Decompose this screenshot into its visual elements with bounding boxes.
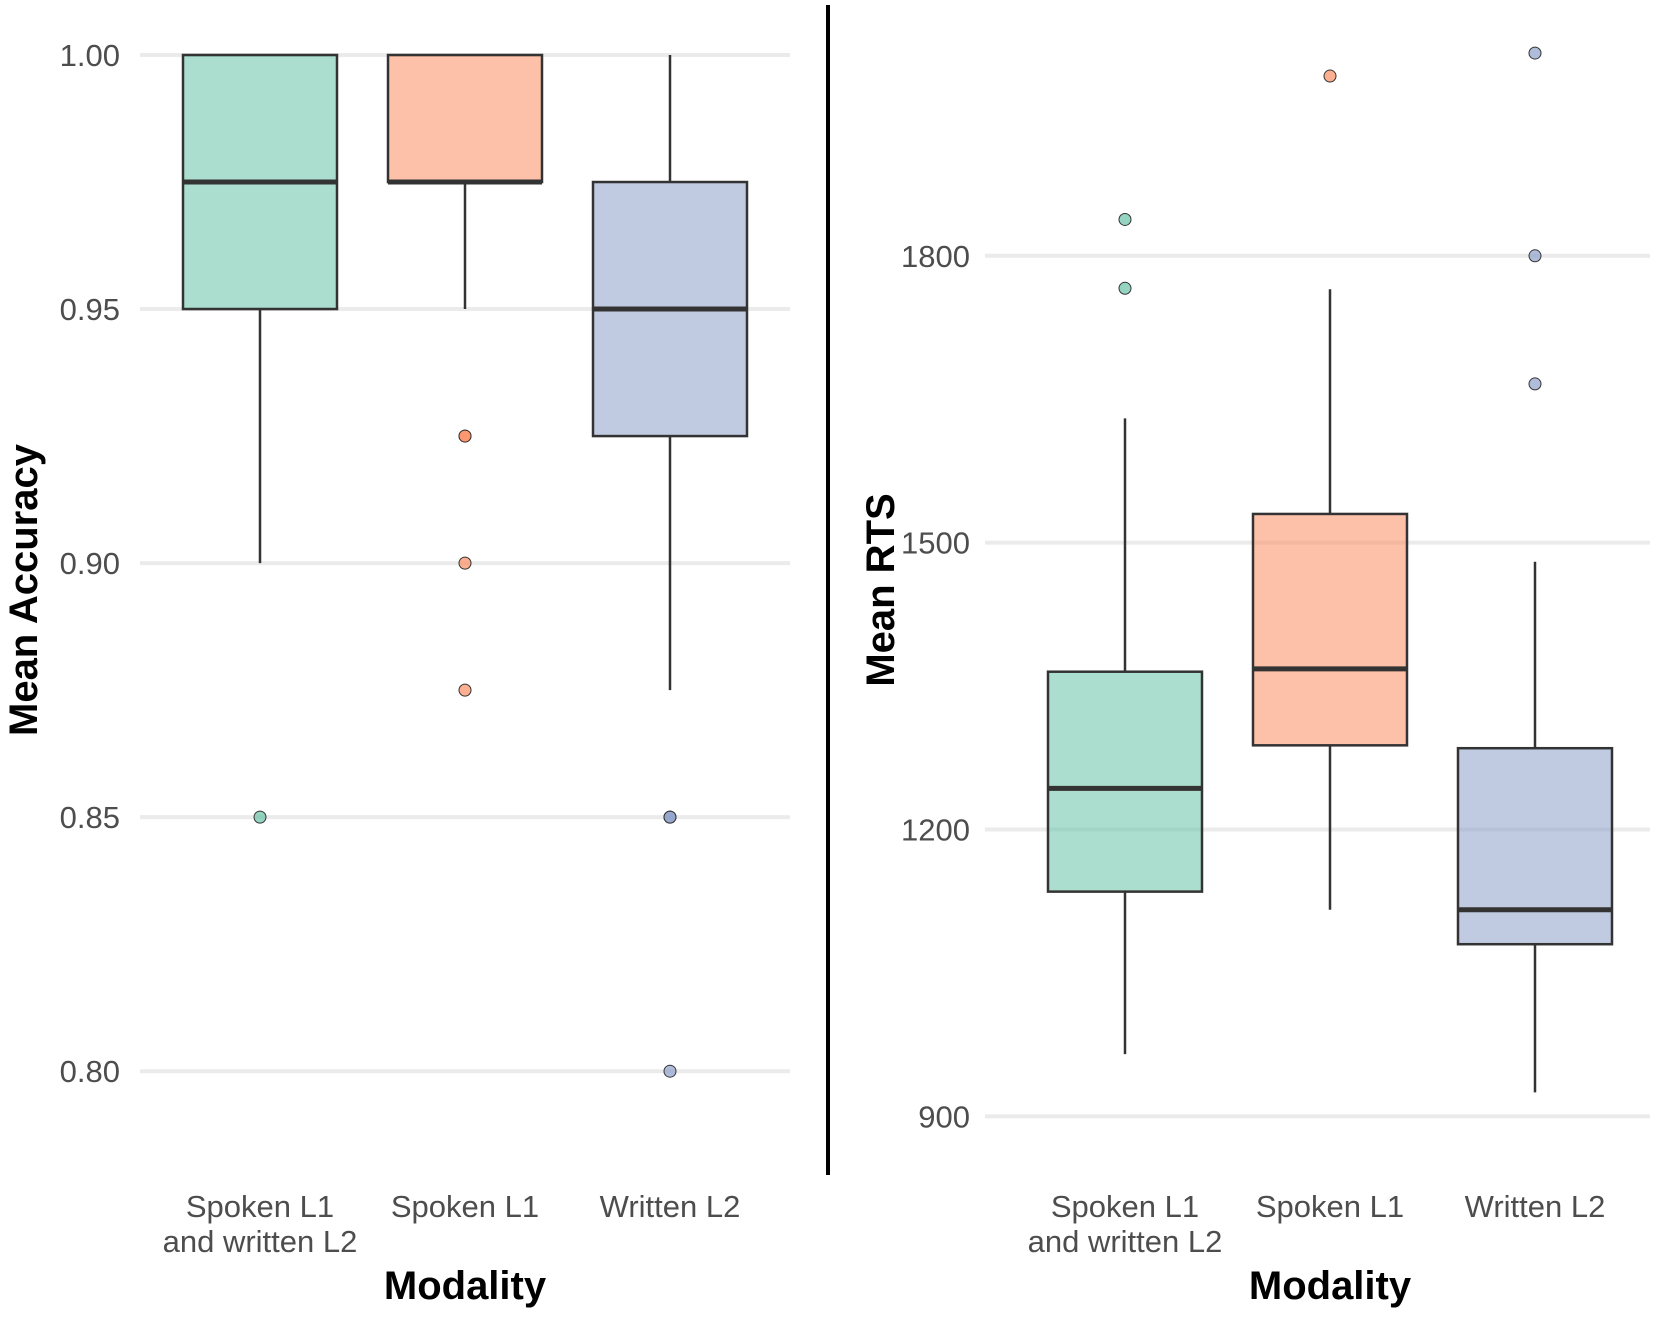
x-tick-label-line: Spoken L1 — [1256, 1189, 1404, 1224]
left-x-tick-label-spoken-l1-written-l2: Spoken L1 and written L2 — [163, 1189, 358, 1259]
right-box-spoken-l1-written-l2 — [1046, 212, 1204, 1055]
outlier-point — [663, 1064, 677, 1078]
right-y-axis-title: Mean RTS — [859, 493, 903, 686]
right-y-tick-label: 1200 — [901, 812, 970, 847]
outlier-point — [1528, 249, 1542, 263]
right-y-tick-label: 900 — [918, 1099, 970, 1134]
x-tick-label-line: Spoken L1 — [186, 1189, 334, 1224]
right-y-tick-label: 1800 — [901, 239, 970, 274]
left-y-tick-label: 0.80 — [60, 1054, 120, 1089]
left-box-written-l2 — [591, 55, 749, 1078]
iqr-box — [1046, 670, 1204, 893]
right-x-tick-label-spoken-l1: Spoken L1 — [1256, 1189, 1404, 1224]
right-y-tick-label: 1500 — [901, 526, 970, 561]
x-tick-label-line: and written L2 — [1028, 1224, 1223, 1259]
iqr-box — [1456, 746, 1614, 946]
right-x-tick-label-written-l2: Written L2 — [1465, 1189, 1606, 1224]
left-x-axis-title: Modality — [384, 1264, 547, 1308]
left-y-tick-label: 0.85 — [60, 800, 120, 835]
x-tick-label-line: Written L2 — [600, 1189, 741, 1224]
outlier-point — [1528, 46, 1542, 60]
right-boxes — [1046, 46, 1614, 1093]
left-y-tick-label: 0.90 — [60, 546, 120, 581]
x-tick-label-line: and written L2 — [163, 1224, 358, 1259]
outlier-point — [663, 810, 677, 824]
outlier-point — [1323, 69, 1337, 83]
left-x-tick-label-written-l2: Written L2 — [600, 1189, 741, 1224]
right-box-written-l2 — [1456, 46, 1614, 1093]
outlier-point — [458, 429, 472, 443]
iqr-box — [386, 53, 544, 184]
left-box-spoken-l1-written-l2 — [181, 53, 339, 824]
iqr-box — [1251, 512, 1409, 747]
outlier-point — [458, 556, 472, 570]
outlier-point — [1118, 212, 1132, 226]
outlier-point — [253, 810, 267, 824]
left-box-spoken-l1 — [386, 53, 544, 697]
right-y-tick-labels: 900 1200 1500 1800 — [901, 239, 970, 1135]
left-x-tick-label-spoken-l1: Spoken L1 — [391, 1189, 539, 1224]
left-y-tick-label: 1.00 — [60, 38, 120, 73]
right-x-axis-title: Modality — [1249, 1264, 1412, 1308]
left-panel: 0.800.850.900.951.00 Spoken L1 and writte… — [2, 38, 790, 1308]
left-boxes — [181, 53, 749, 1078]
outlier-point — [458, 683, 472, 697]
left-y-axis-title: Mean Accuracy — [2, 443, 46, 736]
left-y-tick-label: 0.95 — [60, 292, 120, 327]
outlier-point — [1528, 377, 1542, 391]
right-box-spoken-l1 — [1251, 69, 1409, 910]
x-tick-label-line: Spoken L1 — [1051, 1189, 1199, 1224]
x-tick-label-line: Written L2 — [1465, 1189, 1606, 1224]
right-x-tick-label-spoken-l1-written-l2: Spoken L1 and written L2 — [1028, 1189, 1223, 1259]
outlier-point — [1118, 281, 1132, 295]
left-y-tick-labels: 0.80 0.85 0.90 0.95 1.00 — [60, 38, 120, 1089]
x-tick-label-line: Spoken L1 — [391, 1189, 539, 1224]
